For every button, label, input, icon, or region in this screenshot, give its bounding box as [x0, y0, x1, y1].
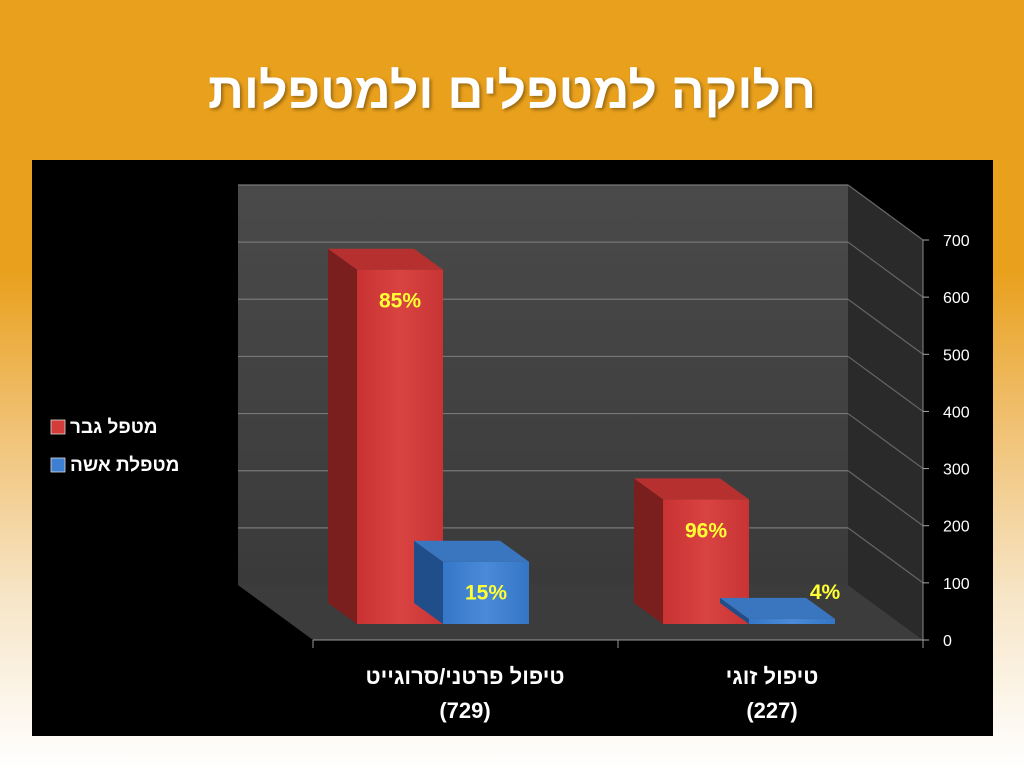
category-count: (227) — [746, 698, 797, 723]
y-tick-label: 500 — [943, 347, 970, 364]
category-count: (729) — [439, 698, 490, 723]
bar-chart: 0 100 200 300 400 500 600 700 85% 96% 15% 4% טיפול פ… — [50, 184, 970, 723]
gridline-side — [847, 527, 924, 584]
y-tick-label: 600 — [943, 290, 970, 307]
gridline-side — [847, 413, 924, 470]
data-label: 85% — [379, 290, 421, 313]
category-label: טיפול פרטני/סרוגייט — [365, 664, 564, 689]
bar-female-side — [634, 478, 663, 624]
gridline-side — [847, 298, 924, 355]
gridline-side — [847, 241, 924, 298]
bar-female-top — [634, 478, 749, 500]
bar-male-top — [720, 597, 835, 619]
bar-male-side — [720, 597, 749, 624]
bar-male — [749, 618, 835, 624]
legend-swatch — [50, 457, 66, 473]
slide-title: חלוקה למטפלים ולמטפלות — [207, 63, 817, 119]
bar-male-side — [414, 540, 443, 624]
bar-female-top — [328, 248, 443, 270]
data-label: 96% — [685, 519, 727, 542]
bar-female-side — [328, 248, 357, 624]
legend-label: מטפלת אשה — [70, 455, 179, 476]
side-wall — [848, 185, 923, 640]
y-tick-label: 300 — [943, 462, 970, 479]
bar-male — [443, 561, 529, 624]
bar-male-top — [414, 540, 529, 562]
data-label: 4% — [810, 581, 841, 604]
legend-label: מטפל גבר — [70, 417, 158, 438]
gridline-side — [847, 355, 924, 412]
category-label: טיפול זוגי — [726, 664, 819, 689]
legend-swatch — [50, 419, 66, 435]
y-tick-label: 400 — [943, 404, 970, 421]
y-tick-label: 200 — [943, 519, 970, 536]
y-tick-label: 0 — [943, 633, 952, 650]
side-top-edge — [847, 184, 924, 241]
y-tick-label: 700 — [943, 233, 970, 250]
y-tick-label: 100 — [943, 576, 970, 593]
gridline-side — [847, 470, 924, 527]
chart-panel: 0 100 200 300 400 500 600 700 85% 96% 15% 4% טיפול פ… — [32, 160, 993, 736]
data-label: 15% — [465, 582, 507, 605]
